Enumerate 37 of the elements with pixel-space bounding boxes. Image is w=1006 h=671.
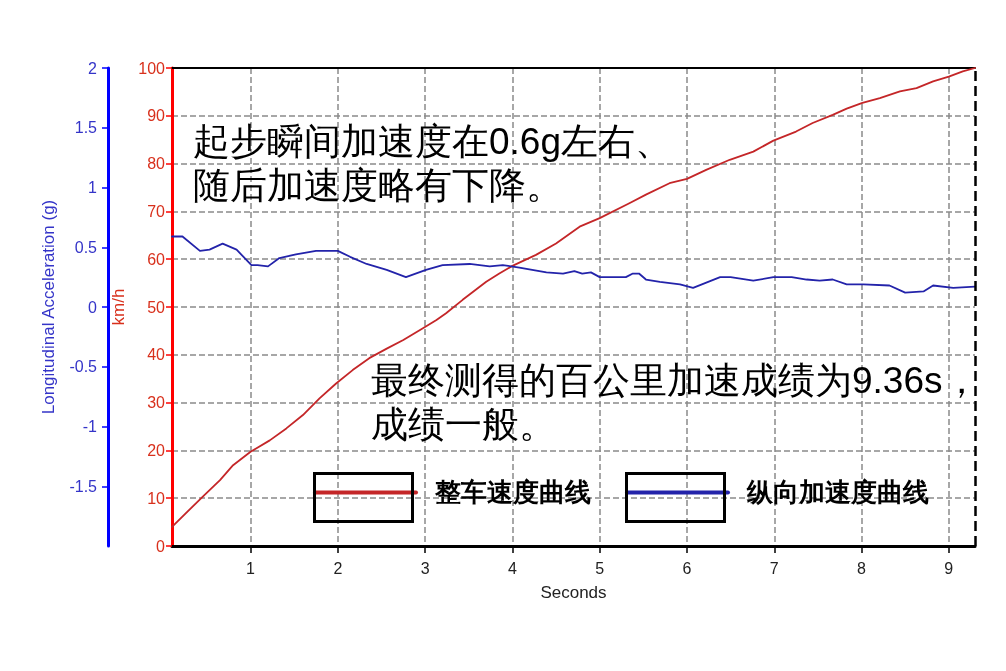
y-tick-label: 100 <box>138 59 166 77</box>
y2-tick-label: -0.5 <box>69 358 98 376</box>
y-tick-label: 80 <box>147 155 166 173</box>
y2-tick-label: 0.5 <box>74 238 98 256</box>
line-series <box>171 235 976 294</box>
y-tick-label: 30 <box>147 394 166 412</box>
y-tick-label: 20 <box>147 441 166 459</box>
y2-tick-label: 1.5 <box>74 119 98 137</box>
y-tick-label: 50 <box>147 298 166 316</box>
annotation: 最终测得的百公里加速成绩为9.36s，成绩一般。 <box>371 359 980 445</box>
y2-tick-label: 2 <box>88 59 98 77</box>
x-tick-label: 3 <box>420 559 430 577</box>
y-tick-label: 60 <box>147 250 166 268</box>
y2-tick-label: 0 <box>88 298 98 316</box>
y2-tick-label: -1 <box>82 418 98 435</box>
y-tick-label: 90 <box>147 107 166 125</box>
y-tick-label: 0 <box>156 537 166 555</box>
y2-tick-label: 1 <box>88 179 98 196</box>
line-series <box>171 67 976 528</box>
x-tick-label: 1 <box>246 559 256 577</box>
y2-axis-title: Longitudinal Acceleration (g) <box>39 199 58 415</box>
x-axis-title: Seconds <box>540 583 607 602</box>
y-tick-label: 10 <box>147 489 166 507</box>
y-tick-label: 40 <box>147 346 166 364</box>
x-tick-label: 5 <box>595 559 605 577</box>
x-tick-label: 9 <box>944 559 954 577</box>
x-tick-label: 2 <box>333 559 343 577</box>
x-tick-label: 4 <box>507 559 517 577</box>
annotation: 起步瞬间加速度在0.6g左右、随后加速度略有下降。 <box>193 120 673 206</box>
x-tick-label: 7 <box>769 559 779 577</box>
x-tick-label: 6 <box>682 559 692 577</box>
x-tick-label: 8 <box>857 559 867 577</box>
y2-tick-label: -1.5 <box>69 477 98 495</box>
legend-label: 纵向加速度曲线 <box>746 477 929 508</box>
y-axis-title: km/h <box>109 288 128 326</box>
legend-label: 整车速度曲线 <box>434 477 591 508</box>
y-tick-label: 70 <box>147 202 166 220</box>
